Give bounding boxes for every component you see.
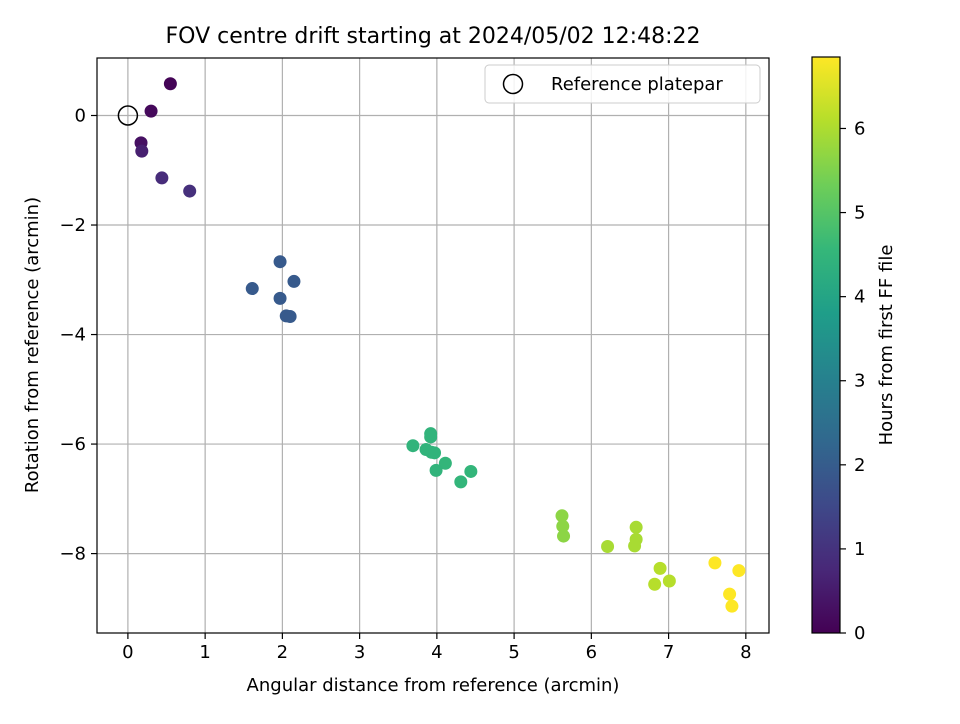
colorbar: 0 1 2 3 4 5 6 Hours from first FF file xyxy=(811,56,897,644)
colorbar-tick-label: 4 xyxy=(854,287,865,308)
y-tick-label: −8 xyxy=(59,544,86,565)
legend-marker xyxy=(502,73,524,95)
x-axis-label: Angular distance from reference (arcmin) xyxy=(247,675,620,696)
x-tick-label: 1 xyxy=(199,642,210,663)
y-tick-label: −4 xyxy=(59,325,86,346)
colorbar-frame xyxy=(811,56,841,634)
colorbar-tick-label: 0 xyxy=(854,623,865,644)
x-tick-label: 0 xyxy=(122,642,133,663)
colorbar-fill xyxy=(812,57,840,633)
data-point xyxy=(283,309,297,323)
data-point xyxy=(273,255,287,269)
x-tick-label: 2 xyxy=(277,642,288,663)
legend-box xyxy=(484,64,761,104)
legend: Reference platepar xyxy=(484,64,761,104)
data-point xyxy=(155,171,169,185)
data-point xyxy=(725,599,739,613)
colorbar-tick-label: 3 xyxy=(854,371,865,392)
plot-frame xyxy=(96,57,770,634)
data-point xyxy=(601,539,615,553)
data-point xyxy=(556,519,570,533)
x-tick-label: 8 xyxy=(740,642,751,663)
colorbar-label: Hours from first FF file xyxy=(876,245,897,446)
data-point xyxy=(628,539,642,553)
data-point xyxy=(438,456,452,470)
data-point xyxy=(732,564,746,578)
data-point xyxy=(245,282,259,296)
x-tick-label: 4 xyxy=(431,642,442,663)
data-point xyxy=(708,556,722,570)
data-point xyxy=(273,291,287,305)
chart-title: FOV centre drift starting at 2024/05/02 … xyxy=(166,24,701,49)
y-tick-label: 0 xyxy=(75,106,86,127)
data-point xyxy=(648,577,662,591)
colorbar-tick-label: 5 xyxy=(854,203,865,224)
points-layer xyxy=(134,77,746,613)
data-point xyxy=(555,509,569,523)
data-point xyxy=(135,144,149,158)
data-point xyxy=(629,520,643,534)
data-point xyxy=(429,463,443,477)
y-tick-label: −2 xyxy=(59,215,86,236)
colorbar-ticks: 0 1 2 3 4 5 6 xyxy=(840,118,865,644)
data-point xyxy=(406,439,420,453)
x-axis: 0 1 2 3 4 5 6 7 8 xyxy=(122,633,752,663)
data-point xyxy=(287,274,301,288)
data-point xyxy=(653,561,667,575)
data-point xyxy=(557,529,571,543)
x-tick-label: 3 xyxy=(354,642,365,663)
data-point xyxy=(183,184,197,198)
data-point xyxy=(424,430,438,444)
y-axis-label: Rotation from reference (arcmin) xyxy=(22,197,43,493)
colorbar-tick-label: 2 xyxy=(854,455,865,476)
data-point xyxy=(723,587,737,601)
data-point xyxy=(454,475,468,489)
x-tick-label: 7 xyxy=(663,642,674,663)
data-point xyxy=(464,464,478,478)
y-axis: 0 −2 −4 −6 −8 xyxy=(59,106,97,565)
data-point xyxy=(662,574,676,588)
y-tick-label: −6 xyxy=(59,434,86,455)
reference-marker xyxy=(117,105,139,126)
data-point xyxy=(163,77,177,91)
legend-label: Reference platepar xyxy=(551,74,723,95)
colorbar-tick-label: 1 xyxy=(854,539,865,560)
data-point xyxy=(144,104,158,118)
data-point xyxy=(428,446,442,460)
x-tick-label: 5 xyxy=(508,642,519,663)
x-tick-label: 6 xyxy=(586,642,597,663)
grid xyxy=(97,58,769,633)
colorbar-tick-label: 6 xyxy=(854,118,865,139)
